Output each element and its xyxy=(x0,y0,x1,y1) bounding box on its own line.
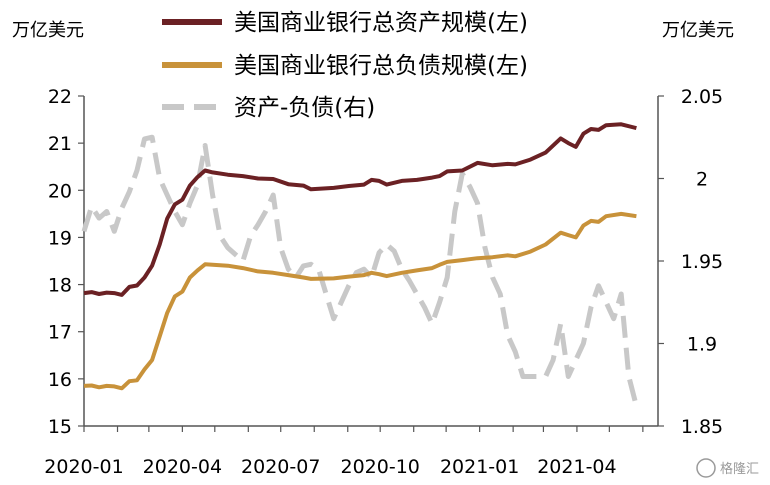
right-axis-unit: 万亿美元 xyxy=(662,20,734,41)
x-tick-label: 2021-01 xyxy=(440,456,519,478)
left-tick-label: 19 xyxy=(48,227,72,249)
left-tick-label: 18 xyxy=(48,275,72,297)
x-tick-label: 2020-10 xyxy=(340,456,419,478)
left-tick-label: 17 xyxy=(48,322,72,344)
right-tick-label: 1.95 xyxy=(681,251,723,273)
right-tick-label: 2 xyxy=(696,169,708,191)
x-tick-label: 2020-07 xyxy=(241,456,320,478)
left-tick-label: 15 xyxy=(48,416,72,438)
watermark-logo-icon xyxy=(696,458,716,478)
x-tick-label: 2021-04 xyxy=(537,456,616,478)
x-tick-label: 2020-04 xyxy=(143,456,222,478)
series-net-line xyxy=(81,134,639,407)
legend-label-liabilities: 美国商业银行总负债规模(左) xyxy=(234,53,528,79)
left-axis-unit: 万亿美元 xyxy=(12,20,84,41)
legend: 美国商业银行总资产规模(左) 美国商业银行总负债规模(左) 资产-负债(右) xyxy=(162,10,528,121)
plot-area xyxy=(81,122,639,407)
watermark-text: 格隆汇 xyxy=(720,461,759,477)
axes: 15 16 17 18 19 20 21 22 1.85 1.9 1.95 2 2.05 2020-01 2… xyxy=(44,86,723,478)
legend-label-net: 资产-负债(右) xyxy=(234,95,375,121)
series-liabilities-line xyxy=(83,211,637,391)
watermark: 格隆汇 xyxy=(696,458,759,478)
left-tick-label: 21 xyxy=(48,133,72,155)
right-tick-label: 1.85 xyxy=(681,416,723,438)
series-assets-line xyxy=(83,122,637,297)
right-tick-label: 2.05 xyxy=(681,86,723,108)
legend-label-assets: 美国商业银行总资产规模(左) xyxy=(234,10,528,36)
x-tick-label: 2020-01 xyxy=(44,456,123,478)
left-tick-label: 16 xyxy=(48,369,72,391)
right-tick-label: 1.9 xyxy=(687,334,717,356)
left-tick-label: 22 xyxy=(48,86,72,108)
left-tick-label: 20 xyxy=(48,180,72,202)
